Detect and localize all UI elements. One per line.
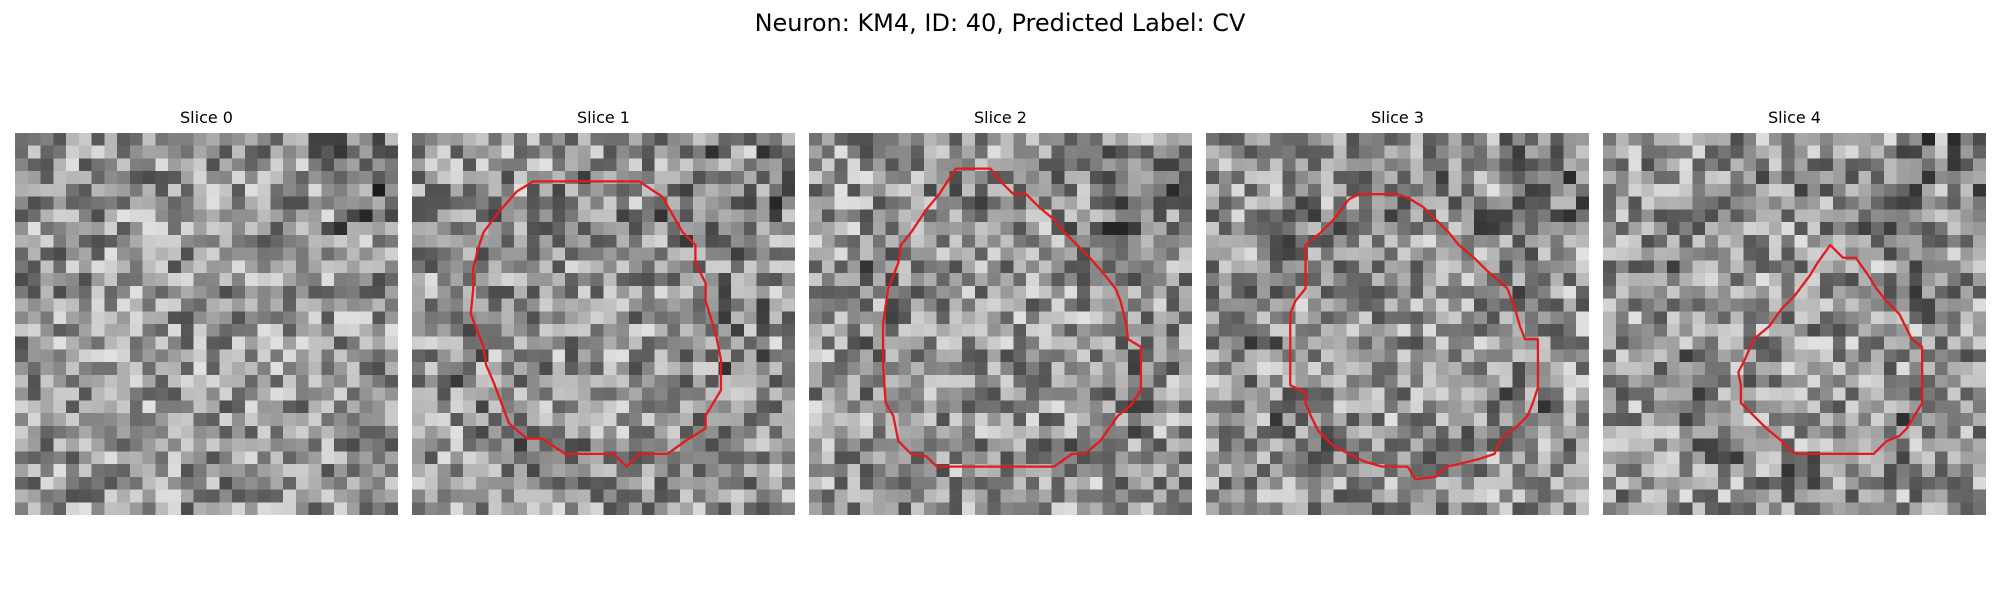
slice-panel-2: Slice 2 bbox=[809, 106, 1192, 515]
slice-panel-1: Slice 1 bbox=[412, 106, 795, 515]
slice-overlay-2 bbox=[809, 133, 1192, 515]
slice-overlay-0 bbox=[15, 133, 398, 515]
roi-contour-2 bbox=[883, 169, 1141, 467]
slice-panel-4: Slice 4 bbox=[1603, 106, 1986, 515]
slice-title-2: Slice 2 bbox=[809, 106, 1192, 130]
slice-title-0: Slice 0 bbox=[15, 106, 398, 130]
roi-contour-1 bbox=[471, 181, 721, 466]
slice-overlay-4 bbox=[1603, 133, 1986, 515]
slice-title-4: Slice 4 bbox=[1603, 106, 1986, 130]
slice-overlay-1 bbox=[412, 133, 795, 515]
roi-contour-3 bbox=[1290, 194, 1538, 479]
slice-panel-0: Slice 0 bbox=[15, 106, 398, 515]
figure-title: Neuron: KM4, ID: 40, Predicted Label: CV bbox=[0, 6, 2000, 40]
slice-panel-3: Slice 3 bbox=[1206, 106, 1589, 515]
slice-title-1: Slice 1 bbox=[412, 106, 795, 130]
slice-title-3: Slice 3 bbox=[1206, 106, 1589, 130]
slice-overlay-3 bbox=[1206, 133, 1589, 515]
roi-contour-4 bbox=[1738, 245, 1922, 454]
